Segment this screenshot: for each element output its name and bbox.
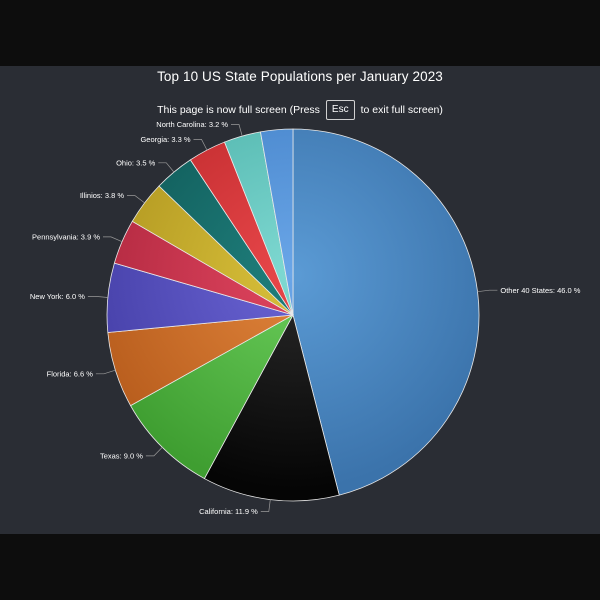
slice-label-ohio: Ohio: 3.5 % — [116, 158, 156, 167]
slice-label-new-york: New York: 6.0 % — [30, 292, 85, 301]
connector-california — [260, 499, 271, 512]
slices-group — [106, 128, 480, 502]
fullscreen-notice-suffix: to exit full screen) — [360, 104, 443, 116]
slice-label-other-40-states: Other 40 States: 46.0 % — [500, 286, 580, 295]
pie-chart: Other 40 States: 46.0 % California: 11.9 … — [30, 120, 581, 516]
connector-pennsylvania — [103, 236, 123, 243]
slice-label-pennsylvania: Pennsylvania: 3.9 % — [32, 233, 100, 242]
connector-illinios — [127, 195, 145, 204]
connector-new-york — [87, 296, 108, 298]
connector-florida — [95, 369, 116, 375]
chart-title: Top 10 US State Populations per January … — [157, 69, 443, 84]
labels-group: Other 40 States: 46.0 % California: 11.9 … — [30, 120, 581, 516]
connector-north-carolina — [231, 124, 243, 137]
connector-other-40-states — [477, 289, 498, 293]
slice-label-north-carolina: North Carolina: 3.2 % — [156, 120, 228, 129]
connector-ohio — [158, 162, 175, 173]
connector-texas — [145, 447, 163, 457]
slice-label-texas: Texas: 9.0 % — [100, 452, 143, 461]
fullscreen-notice-prefix: This page is now full screen (Press — [157, 104, 320, 116]
pie-slice-unlabeled — [259, 128, 294, 316]
connector-georgia — [193, 139, 208, 151]
slice-label-georgia: Georgia: 3.3 % — [140, 135, 190, 144]
slice-label-illinios: Illinios: 3.8 % — [80, 191, 125, 200]
esc-key: Esc — [325, 100, 355, 120]
slice-label-california: California: 11.9 % — [199, 507, 258, 516]
chart-area: Other 40 States: 46.0 % California: 11.9 … — [0, 66, 600, 534]
pie-slice-california — [203, 313, 340, 502]
slice-label-florida: Florida: 6.6 % — [47, 369, 94, 378]
fullscreen-notice: This page is now full screen (Press Esc … — [0, 100, 600, 120]
